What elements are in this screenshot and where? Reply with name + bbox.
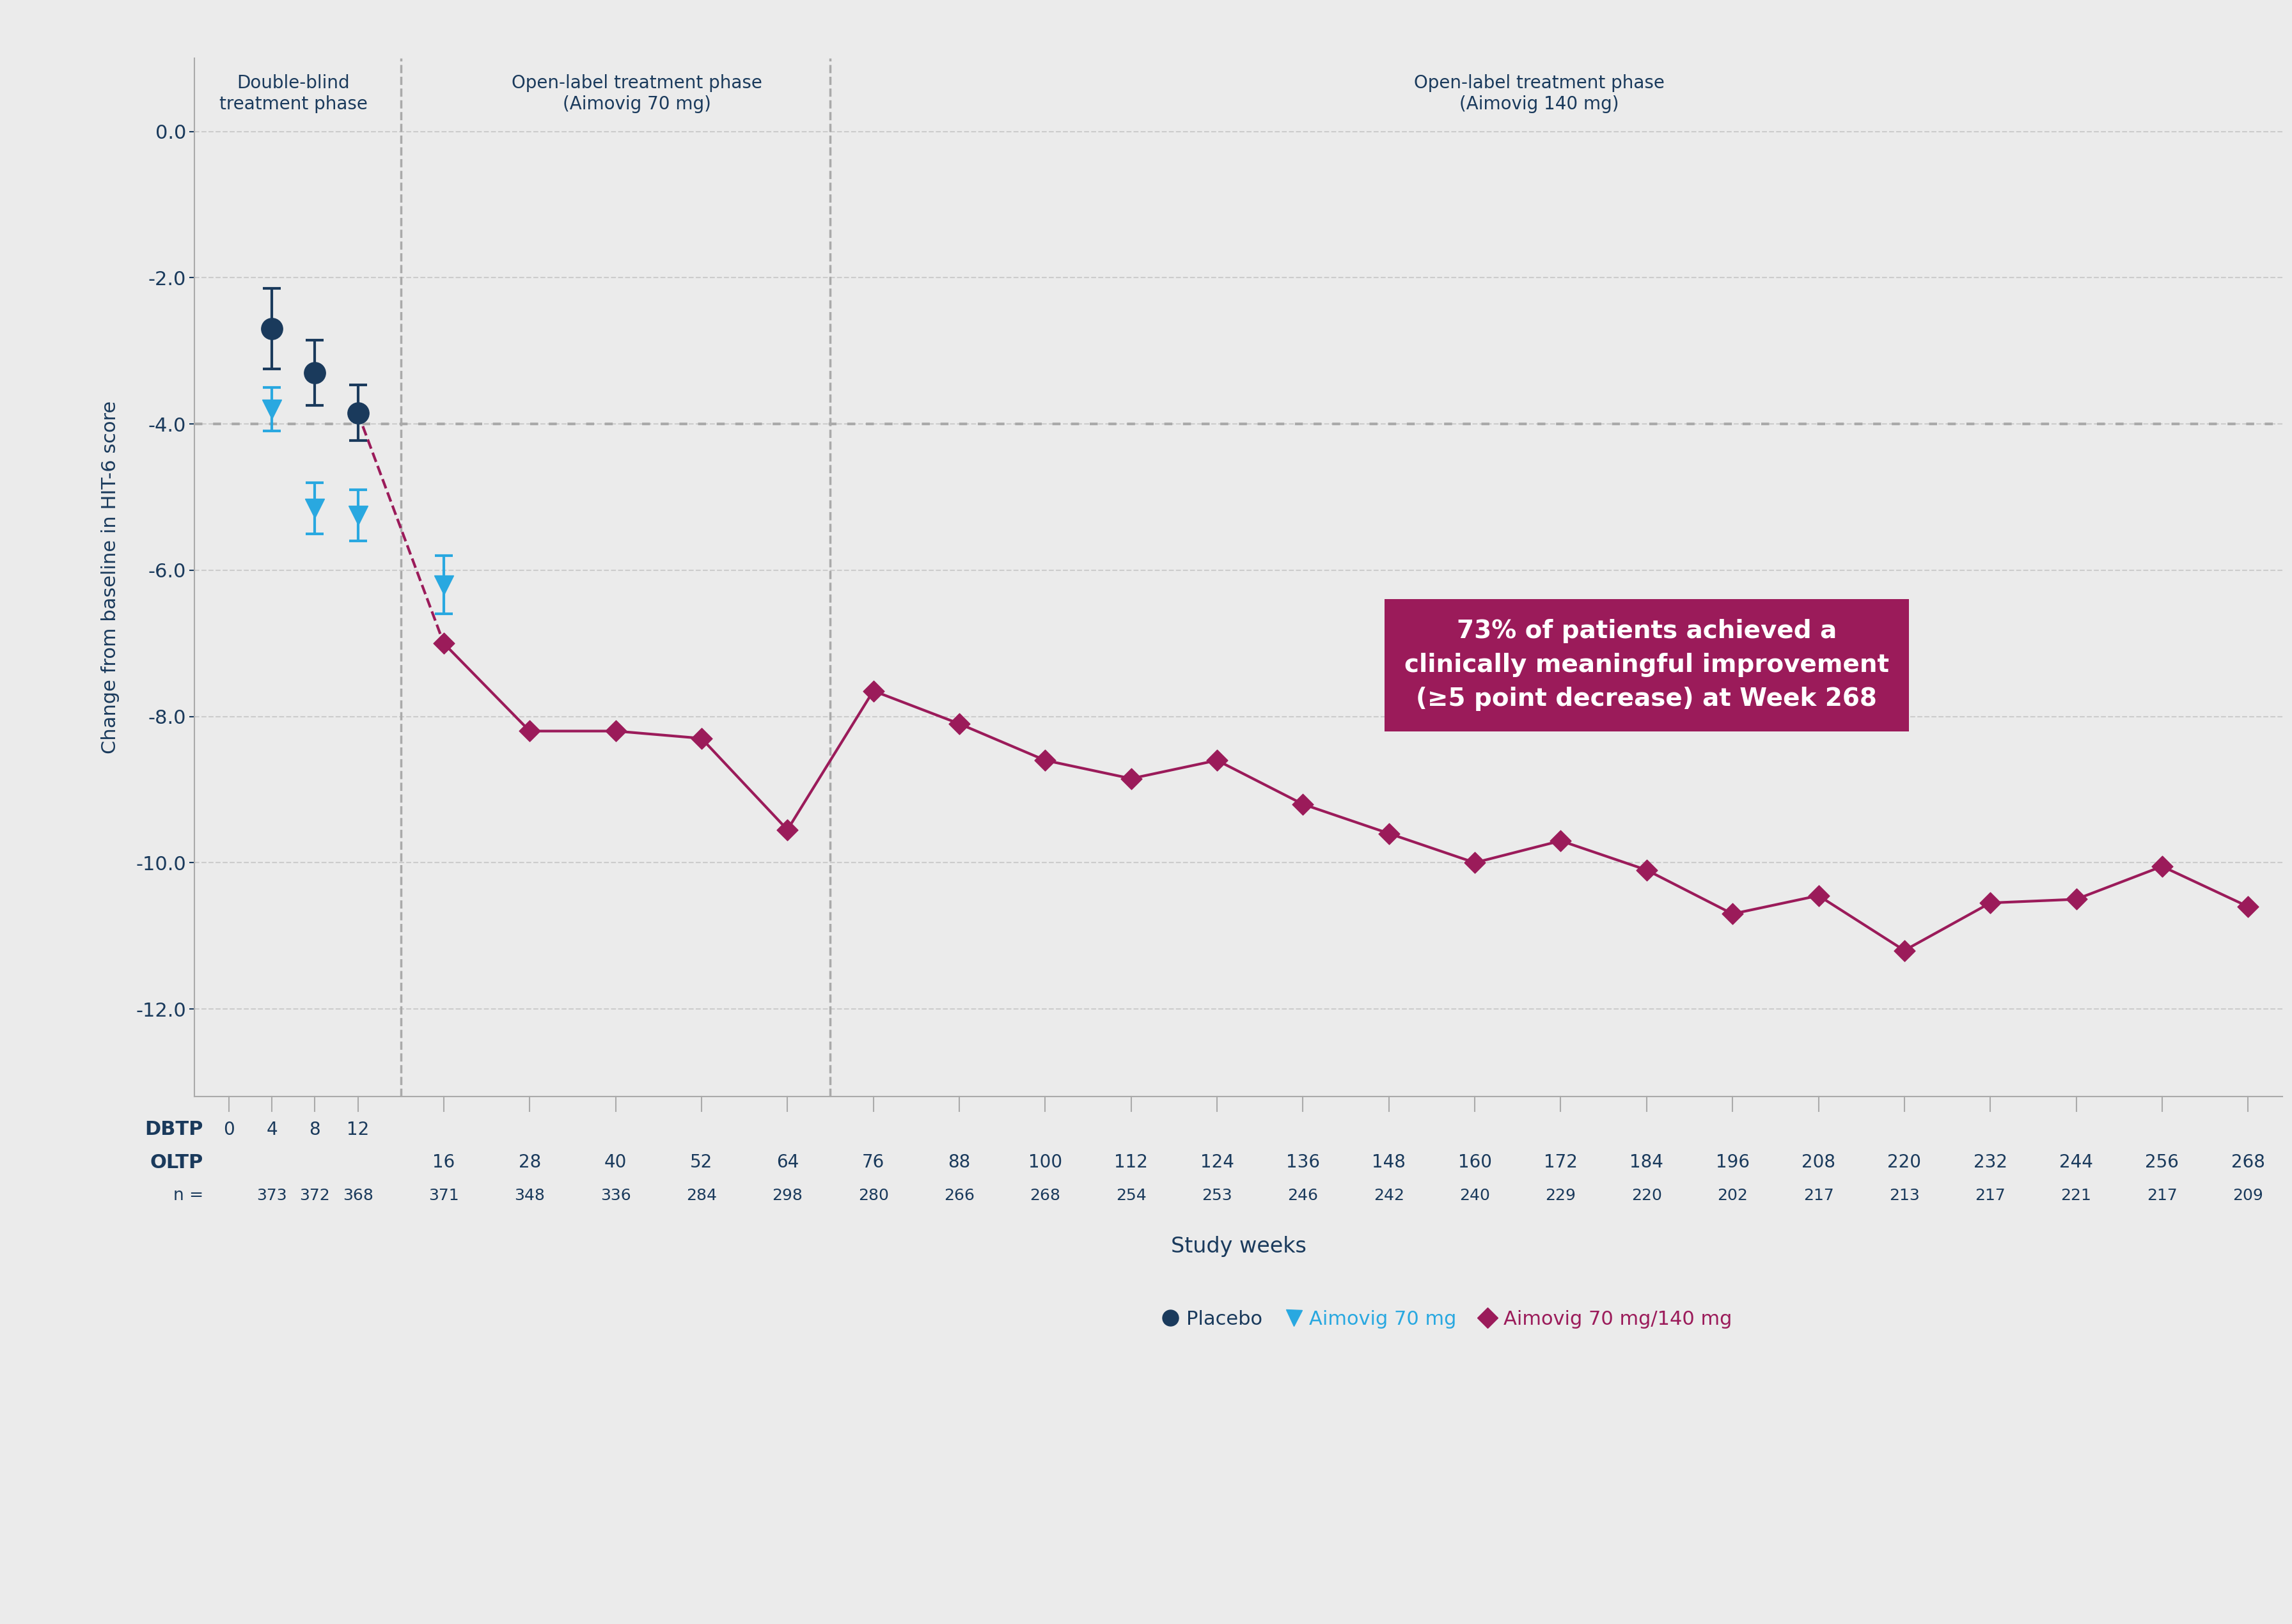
Point	[2058, 887, 2095, 913]
Text: 256: 256	[2145, 1153, 2180, 1171]
Point	[1371, 820, 1407, 846]
Point	[855, 677, 892, 703]
Text: 148: 148	[1373, 1153, 1405, 1171]
Text: Double-blind
treatment phase: Double-blind treatment phase	[220, 75, 367, 114]
Text: 172: 172	[1545, 1153, 1577, 1171]
Text: 298: 298	[772, 1187, 802, 1203]
Text: 184: 184	[1630, 1153, 1664, 1171]
Text: 348: 348	[513, 1187, 545, 1203]
Point	[1714, 901, 1751, 927]
Text: 253: 253	[1201, 1187, 1233, 1203]
Text: 16: 16	[433, 1153, 456, 1171]
Text: 368: 368	[342, 1187, 374, 1203]
Point	[1627, 857, 1664, 883]
Point	[1114, 765, 1151, 791]
Text: 254: 254	[1116, 1187, 1146, 1203]
Text: DBTP: DBTP	[144, 1121, 204, 1138]
Text: 124: 124	[1201, 1153, 1233, 1171]
Point	[1799, 882, 1836, 908]
Text: Open-label treatment phase
(Aimovig 140 mg): Open-label treatment phase (Aimovig 140 …	[1414, 75, 1664, 114]
Text: Study weeks: Study weeks	[1171, 1236, 1306, 1257]
Text: 4: 4	[266, 1121, 277, 1138]
Text: 220: 220	[1886, 1153, 1921, 1171]
Point	[1027, 747, 1063, 773]
Text: 160: 160	[1458, 1153, 1492, 1171]
Text: 268: 268	[2230, 1153, 2264, 1171]
Text: 52: 52	[690, 1153, 713, 1171]
Text: 73% of patients achieved a
clinically meaningful improvement
(≥5 point decrease): 73% of patients achieved a clinically me…	[1405, 619, 1889, 711]
Text: 244: 244	[2058, 1153, 2093, 1171]
Text: OLTP: OLTP	[149, 1153, 204, 1173]
Text: 371: 371	[429, 1187, 458, 1203]
Point	[770, 817, 807, 843]
Text: 266: 266	[944, 1187, 974, 1203]
Text: 209: 209	[2232, 1187, 2262, 1203]
Text: 246: 246	[1288, 1187, 1318, 1203]
Text: 8: 8	[309, 1121, 321, 1138]
Text: 213: 213	[1889, 1187, 1921, 1203]
Point	[426, 630, 463, 656]
Text: n =: n =	[174, 1187, 204, 1203]
Text: 196: 196	[1717, 1153, 1749, 1171]
Text: 229: 229	[1545, 1187, 1577, 1203]
Text: 100: 100	[1029, 1153, 1061, 1171]
Text: 12: 12	[346, 1121, 369, 1138]
Text: 208: 208	[1802, 1153, 1836, 1171]
Text: 373: 373	[257, 1187, 286, 1203]
Text: 0: 0	[222, 1121, 234, 1138]
Legend: Placebo, Aimovig 70 mg, Aimovig 70 mg/140 mg: Placebo, Aimovig 70 mg, Aimovig 70 mg/14…	[1155, 1302, 1740, 1337]
Text: 372: 372	[300, 1187, 330, 1203]
Y-axis label: Change from baseline in HIT-6 score: Change from baseline in HIT-6 score	[101, 401, 119, 754]
Text: 336: 336	[601, 1187, 630, 1203]
Point	[511, 718, 548, 744]
Text: 268: 268	[1029, 1187, 1061, 1203]
Point	[2230, 893, 2267, 919]
Text: 232: 232	[1973, 1153, 2008, 1171]
Point	[2143, 853, 2180, 879]
Point	[1199, 747, 1235, 773]
Point	[1886, 937, 1923, 963]
Point	[1284, 791, 1320, 817]
Text: 280: 280	[857, 1187, 889, 1203]
Point	[942, 711, 979, 737]
Text: 64: 64	[777, 1153, 798, 1171]
Text: 28: 28	[518, 1153, 541, 1171]
Text: 202: 202	[1717, 1187, 1749, 1203]
Point	[1455, 849, 1492, 875]
Text: 217: 217	[2148, 1187, 2177, 1203]
Text: 220: 220	[1632, 1187, 1662, 1203]
Text: 217: 217	[1804, 1187, 1834, 1203]
Text: 76: 76	[862, 1153, 885, 1171]
Point	[1971, 890, 2008, 916]
Text: 40: 40	[605, 1153, 628, 1171]
Text: Open-label treatment phase
(Aimovig 70 mg): Open-label treatment phase (Aimovig 70 m…	[511, 75, 763, 114]
Point	[598, 718, 635, 744]
Text: 217: 217	[1976, 1187, 2006, 1203]
Text: 242: 242	[1373, 1187, 1405, 1203]
Text: 112: 112	[1114, 1153, 1148, 1171]
Point	[683, 726, 720, 752]
Text: 240: 240	[1460, 1187, 1490, 1203]
Text: 88: 88	[949, 1153, 970, 1171]
Text: 284: 284	[685, 1187, 717, 1203]
Point	[1543, 828, 1579, 854]
Text: 221: 221	[2061, 1187, 2093, 1203]
Text: 136: 136	[1286, 1153, 1320, 1171]
